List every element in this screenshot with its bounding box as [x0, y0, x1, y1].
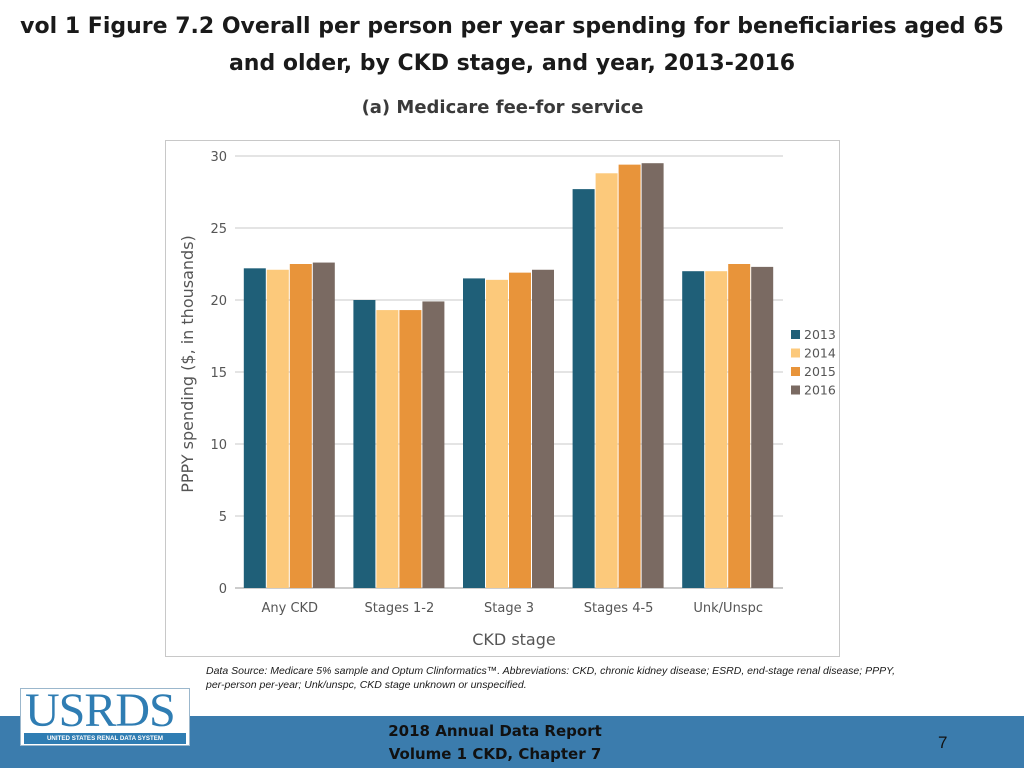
bar-2015-stages-4-5	[618, 164, 641, 588]
bar-2016-unk-unspc	[751, 266, 774, 588]
legend-swatch	[791, 385, 800, 395]
y-tick-label: 25	[210, 222, 227, 237]
bar-2014-any-ckd	[266, 269, 289, 588]
bar-2014-stage-3	[486, 279, 508, 588]
x-tick-label: Stage 3	[484, 601, 534, 616]
legend-label: 2015	[804, 364, 836, 379]
footer-report-title: 2018 Annual Data Report Volume 1 CKD, Ch…	[360, 720, 630, 766]
y-tick-labels: 0 5 10 15 20 25 30	[210, 150, 227, 597]
legend-label: 2016	[804, 383, 836, 398]
legend-label: 2014	[804, 346, 836, 361]
x-tick-label: Unk/Unspc	[693, 601, 763, 616]
bar-2013-any-ckd	[243, 268, 266, 588]
y-tick-label: 30	[210, 150, 227, 165]
footer-line-2: Volume 1 CKD, Chapter 7	[388, 745, 602, 763]
y-tick-label: 15	[210, 366, 227, 381]
usrds-logo: USRDS UNITED STATES RENAL DATA SYSTEM	[20, 684, 190, 746]
legend-swatch	[791, 330, 800, 339]
bars	[243, 163, 774, 588]
chart-title: (a) Medicare fee-for service	[361, 97, 644, 118]
bar-2014-stages-4-5	[595, 173, 618, 588]
bar-2016-stages-1-2	[422, 301, 445, 588]
x-axis-label: CKD stage	[472, 630, 555, 649]
bar-2013-stage-3	[463, 278, 485, 588]
logo-bar	[24, 733, 186, 744]
page-number: 7	[938, 733, 948, 752]
bar-chart: 0 5 10 15 20 25 30 Any CKD Stages 1-2 Stage 3 Sta…	[178, 150, 836, 649]
y-tick-label: 10	[210, 438, 227, 453]
bar-2016-stages-4-5	[641, 163, 664, 588]
logo-wordmark: USRDS	[25, 684, 176, 737]
source-note: Data Source: Medicare 5% sample and Optu…	[206, 665, 896, 691]
legend-swatch	[791, 367, 800, 376]
bar-2013-unk-unspc	[682, 271, 705, 588]
footer-line-1: 2018 Annual Data Report	[388, 722, 602, 740]
bar-2015-stages-1-2	[399, 310, 422, 588]
x-tick-labels: Any CKD Stages 1-2 Stage 3 Stages 4-5 Unk/Un…	[262, 601, 763, 616]
logo-tagline: UNITED STATES RENAL DATA SYSTEM	[46, 735, 164, 742]
x-tick-label: Stages 4-5	[584, 601, 654, 616]
bar-2016-stage-3	[532, 269, 554, 588]
y-tick-label: 5	[219, 510, 227, 525]
bar-2013-stages-1-2	[353, 300, 376, 588]
x-tick-label: Stages 1-2	[365, 601, 435, 616]
bar-2015-any-ckd	[289, 264, 312, 588]
y-tick-label: 20	[210, 294, 227, 309]
legend-label: 2013	[804, 327, 836, 342]
bar-2014-unk-unspc	[705, 271, 728, 588]
legend: 2013 2014 2015 2016	[791, 327, 836, 398]
legend-swatch	[791, 348, 800, 358]
y-tick-label: 0	[219, 582, 227, 597]
bar-2013-stages-4-5	[572, 189, 595, 588]
bar-2015-unk-unspc	[728, 264, 751, 588]
x-tick-label: Any CKD	[262, 601, 319, 616]
bar-2015-stage-3	[509, 272, 531, 588]
y-axis-label: PPPY spending ($, in thousands)	[178, 235, 197, 493]
bar-2016-any-ckd	[312, 262, 335, 588]
bar-2014-stages-1-2	[376, 310, 399, 588]
slide-title: vol 1 Figure 7.2 Overall per person per …	[20, 14, 1004, 76]
